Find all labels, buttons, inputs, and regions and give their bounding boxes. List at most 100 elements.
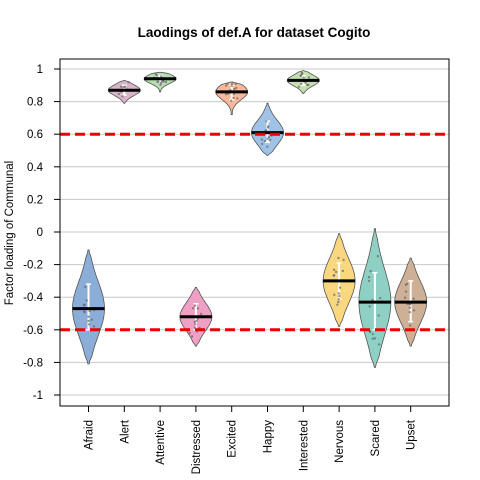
data-point	[235, 86, 238, 90]
y-tick-label: -1	[33, 390, 43, 402]
data-point	[193, 304, 197, 307]
data-point	[88, 309, 91, 313]
grid-lines	[60, 68, 449, 396]
data-point	[341, 269, 345, 273]
data-point	[121, 95, 124, 98]
y-tick-label: 0.8	[27, 97, 43, 109]
data-point	[119, 85, 123, 88]
data-point	[226, 82, 229, 85]
x-tick-label: Scared	[370, 420, 382, 456]
data-point	[117, 92, 121, 96]
y-tick-label: 0.4	[27, 162, 44, 174]
reference-lines	[60, 132, 449, 332]
data-point	[307, 76, 311, 79]
x-tick-label: Upset	[406, 419, 418, 450]
data-point	[332, 268, 336, 271]
data-point	[127, 81, 130, 84]
data-point	[263, 139, 266, 143]
data-point	[342, 258, 345, 261]
data-point	[265, 120, 268, 123]
data-point	[90, 318, 94, 321]
y-axis-label: Factor loading of Communal	[4, 161, 16, 305]
data-point	[236, 97, 239, 100]
y-tick-label: 0.6	[27, 129, 43, 141]
y-tick-label: -0.4	[23, 292, 43, 304]
data-point	[338, 294, 341, 298]
violin-happy	[251, 102, 284, 156]
data-point	[233, 87, 236, 91]
data-point	[408, 311, 411, 314]
violin-excited	[215, 81, 249, 115]
data-point	[159, 75, 163, 78]
data-point	[297, 85, 301, 89]
violins	[72, 70, 428, 368]
data-point	[338, 286, 342, 289]
data-point	[162, 80, 165, 83]
data-point	[371, 332, 374, 336]
data-point	[367, 276, 371, 279]
data-point	[337, 298, 340, 301]
x-tick-label: Interested	[298, 420, 310, 471]
data-point	[232, 96, 235, 100]
data-point	[266, 137, 269, 140]
x-tick-label: Excited	[227, 420, 239, 458]
chart-title: Laodings of def.A for dataset Cogito	[138, 25, 371, 40]
data-point	[302, 76, 305, 80]
y-tick-label: 0	[37, 227, 43, 239]
y-tick-label: 1	[37, 64, 43, 76]
data-point	[164, 80, 168, 84]
y-tick-label: 0.2	[27, 194, 43, 206]
violin-scared	[358, 228, 392, 368]
data-point	[87, 315, 90, 318]
data-point	[337, 256, 340, 260]
data-point	[408, 324, 412, 327]
violin-nervous	[322, 233, 356, 327]
data-point	[260, 138, 264, 141]
y-tick-label: -0.2	[23, 260, 43, 272]
data-point	[379, 296, 382, 300]
violin-interested	[286, 70, 320, 94]
violin-upset	[394, 257, 428, 347]
data-point	[190, 335, 194, 338]
x-tick-label: Nervous	[334, 420, 346, 463]
data-point	[195, 319, 198, 323]
data-point	[234, 82, 237, 86]
x-tick-label: Distressed	[191, 420, 203, 474]
data-point	[191, 307, 195, 310]
y-axis: -1 -0.8 -0.6 -0.4 -0.2 0 0.2 0.4 0.6 0.8 1	[23, 64, 60, 402]
data-point	[193, 320, 196, 324]
data-point	[159, 83, 162, 87]
data-point	[334, 270, 338, 274]
data-point	[371, 337, 374, 340]
data-point	[367, 279, 371, 283]
data-point	[377, 314, 380, 317]
data-point	[404, 290, 408, 293]
data-point	[87, 323, 91, 326]
x-axis: Afraid Alert Attentive Distressed Excited Hap…	[84, 406, 418, 474]
data-point	[369, 269, 372, 273]
data-point	[333, 293, 336, 296]
data-point	[92, 325, 96, 328]
x-tick-label: Happy	[263, 420, 275, 453]
data-point	[230, 84, 233, 87]
violin-distressed	[179, 287, 213, 347]
data-point	[266, 126, 270, 129]
data-point	[231, 82, 234, 85]
y-tick-label: -0.6	[23, 325, 43, 337]
data-point	[337, 292, 341, 295]
data-point	[84, 285, 87, 289]
data-point	[224, 93, 228, 96]
data-point	[337, 300, 340, 304]
data-point	[412, 309, 416, 312]
data-point	[300, 73, 303, 77]
data-point	[188, 331, 192, 335]
data-point	[193, 326, 197, 329]
x-tick-label: Alert	[119, 419, 131, 443]
data-point	[83, 310, 86, 313]
data-point	[267, 135, 271, 139]
data-point	[307, 83, 310, 87]
data-point	[404, 283, 407, 287]
data-point	[194, 323, 197, 326]
x-tick-label: Afraid	[84, 420, 96, 450]
